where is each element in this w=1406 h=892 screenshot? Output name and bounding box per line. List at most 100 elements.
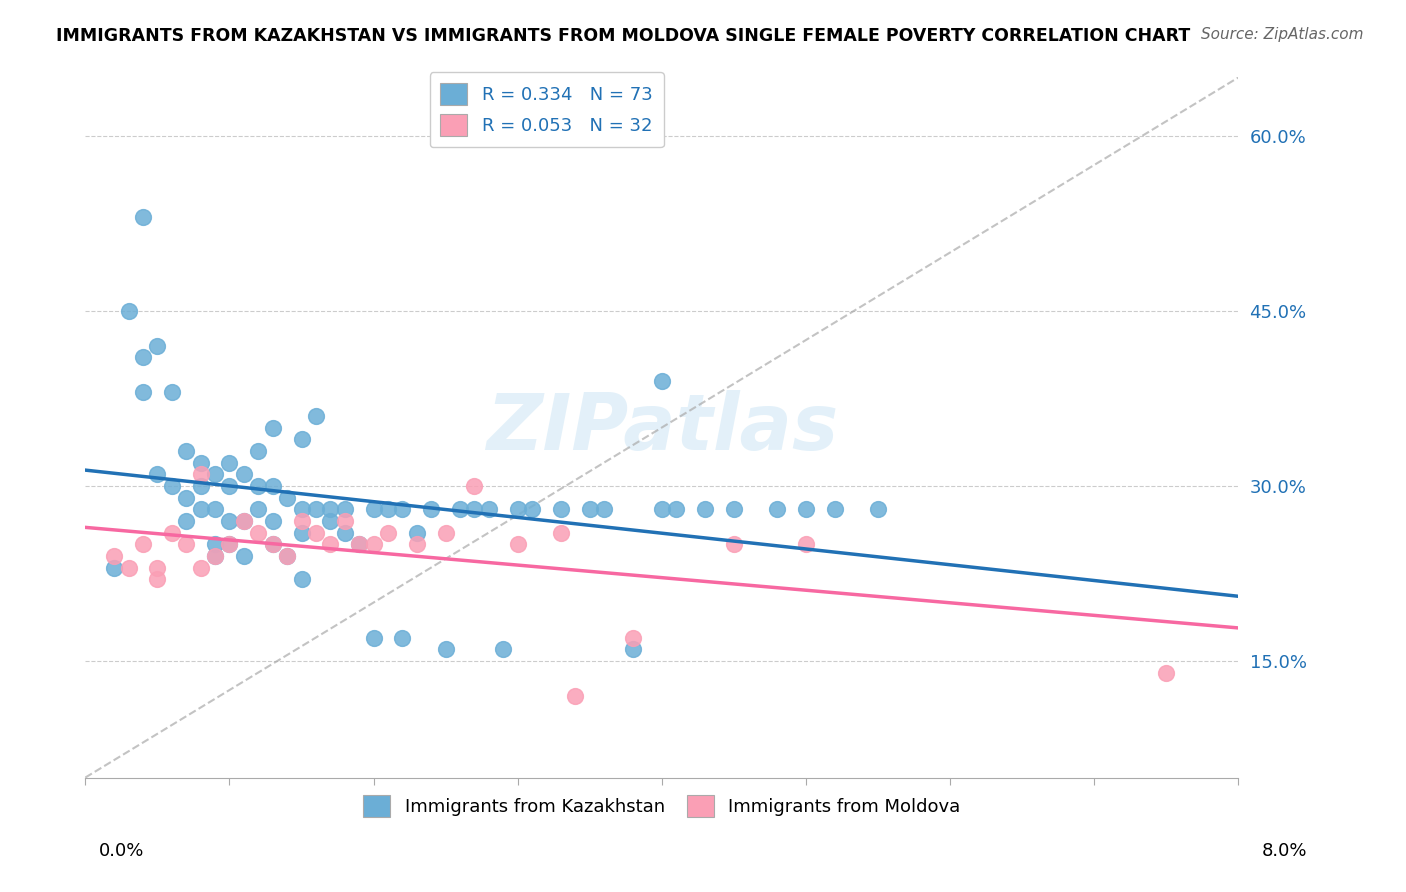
Point: [693, 502, 716, 516]
Point: [132, 351, 155, 365]
Point: [723, 502, 745, 516]
Point: [319, 537, 342, 551]
Point: [593, 502, 616, 516]
Point: [290, 432, 312, 446]
Point: [520, 502, 543, 516]
Point: [218, 537, 240, 551]
Point: [463, 502, 485, 516]
Point: [550, 502, 572, 516]
Point: [146, 339, 169, 353]
Point: [794, 502, 817, 516]
Point: [218, 456, 240, 470]
Point: [262, 420, 284, 434]
Point: [190, 456, 212, 470]
Point: [160, 479, 183, 493]
Point: [190, 502, 212, 516]
Point: [420, 502, 443, 516]
Point: [218, 537, 240, 551]
Text: 8.0%: 8.0%: [1263, 842, 1308, 860]
Point: [117, 303, 139, 318]
Point: [247, 443, 270, 458]
Point: [506, 537, 529, 551]
Point: [290, 525, 312, 540]
Point: [478, 502, 501, 516]
Point: [232, 549, 254, 563]
Point: [190, 467, 212, 482]
Point: [824, 502, 846, 516]
Point: [333, 514, 356, 528]
Point: [550, 525, 572, 540]
Point: [232, 514, 254, 528]
Point: [247, 479, 270, 493]
Point: [160, 525, 183, 540]
Point: [204, 467, 226, 482]
Point: [651, 502, 673, 516]
Point: [723, 537, 745, 551]
Point: [868, 502, 890, 516]
Text: Source: ZipAtlas.com: Source: ZipAtlas.com: [1201, 27, 1364, 42]
Point: [190, 560, 212, 574]
Point: [621, 631, 644, 645]
Point: [132, 537, 155, 551]
Point: [174, 537, 197, 551]
Point: [347, 537, 370, 551]
Text: ZIPatlas: ZIPatlas: [485, 390, 838, 466]
Point: [276, 549, 298, 563]
Point: [1156, 665, 1178, 680]
Point: [492, 642, 515, 657]
Point: [363, 537, 385, 551]
Point: [204, 502, 226, 516]
Point: [262, 537, 284, 551]
Point: [794, 537, 817, 551]
Point: [305, 502, 328, 516]
Point: [434, 642, 457, 657]
Point: [146, 467, 169, 482]
Point: [463, 479, 485, 493]
Point: [174, 491, 197, 505]
Point: [262, 537, 284, 551]
Point: [174, 514, 197, 528]
Point: [204, 549, 226, 563]
Point: [564, 689, 586, 703]
Point: [305, 409, 328, 423]
Point: [190, 479, 212, 493]
Point: [174, 443, 197, 458]
Point: [103, 549, 125, 563]
Legend: Immigrants from Kazakhstan, Immigrants from Moldova: Immigrants from Kazakhstan, Immigrants f…: [356, 788, 967, 824]
Point: [651, 374, 673, 388]
Point: [333, 525, 356, 540]
Point: [146, 572, 169, 586]
Point: [391, 502, 413, 516]
Point: [434, 525, 457, 540]
Point: [247, 525, 270, 540]
Point: [319, 514, 342, 528]
Point: [132, 385, 155, 400]
Point: [132, 211, 155, 225]
Point: [363, 631, 385, 645]
Point: [262, 479, 284, 493]
Point: [506, 502, 529, 516]
Point: [290, 572, 312, 586]
Point: [276, 549, 298, 563]
Point: [578, 502, 600, 516]
Point: [218, 514, 240, 528]
Point: [766, 502, 789, 516]
Point: [232, 514, 254, 528]
Point: [290, 514, 312, 528]
Point: [405, 537, 427, 551]
Point: [290, 502, 312, 516]
Point: [377, 502, 399, 516]
Point: [276, 491, 298, 505]
Point: [449, 502, 471, 516]
Point: [377, 525, 399, 540]
Point: [391, 631, 413, 645]
Point: [247, 502, 270, 516]
Point: [262, 514, 284, 528]
Point: [305, 525, 328, 540]
Text: IMMIGRANTS FROM KAZAKHSTAN VS IMMIGRANTS FROM MOLDOVA SINGLE FEMALE POVERTY CORR: IMMIGRANTS FROM KAZAKHSTAN VS IMMIGRANTS…: [56, 27, 1191, 45]
Point: [347, 537, 370, 551]
Point: [160, 385, 183, 400]
Point: [333, 502, 356, 516]
Point: [204, 549, 226, 563]
Point: [405, 525, 427, 540]
